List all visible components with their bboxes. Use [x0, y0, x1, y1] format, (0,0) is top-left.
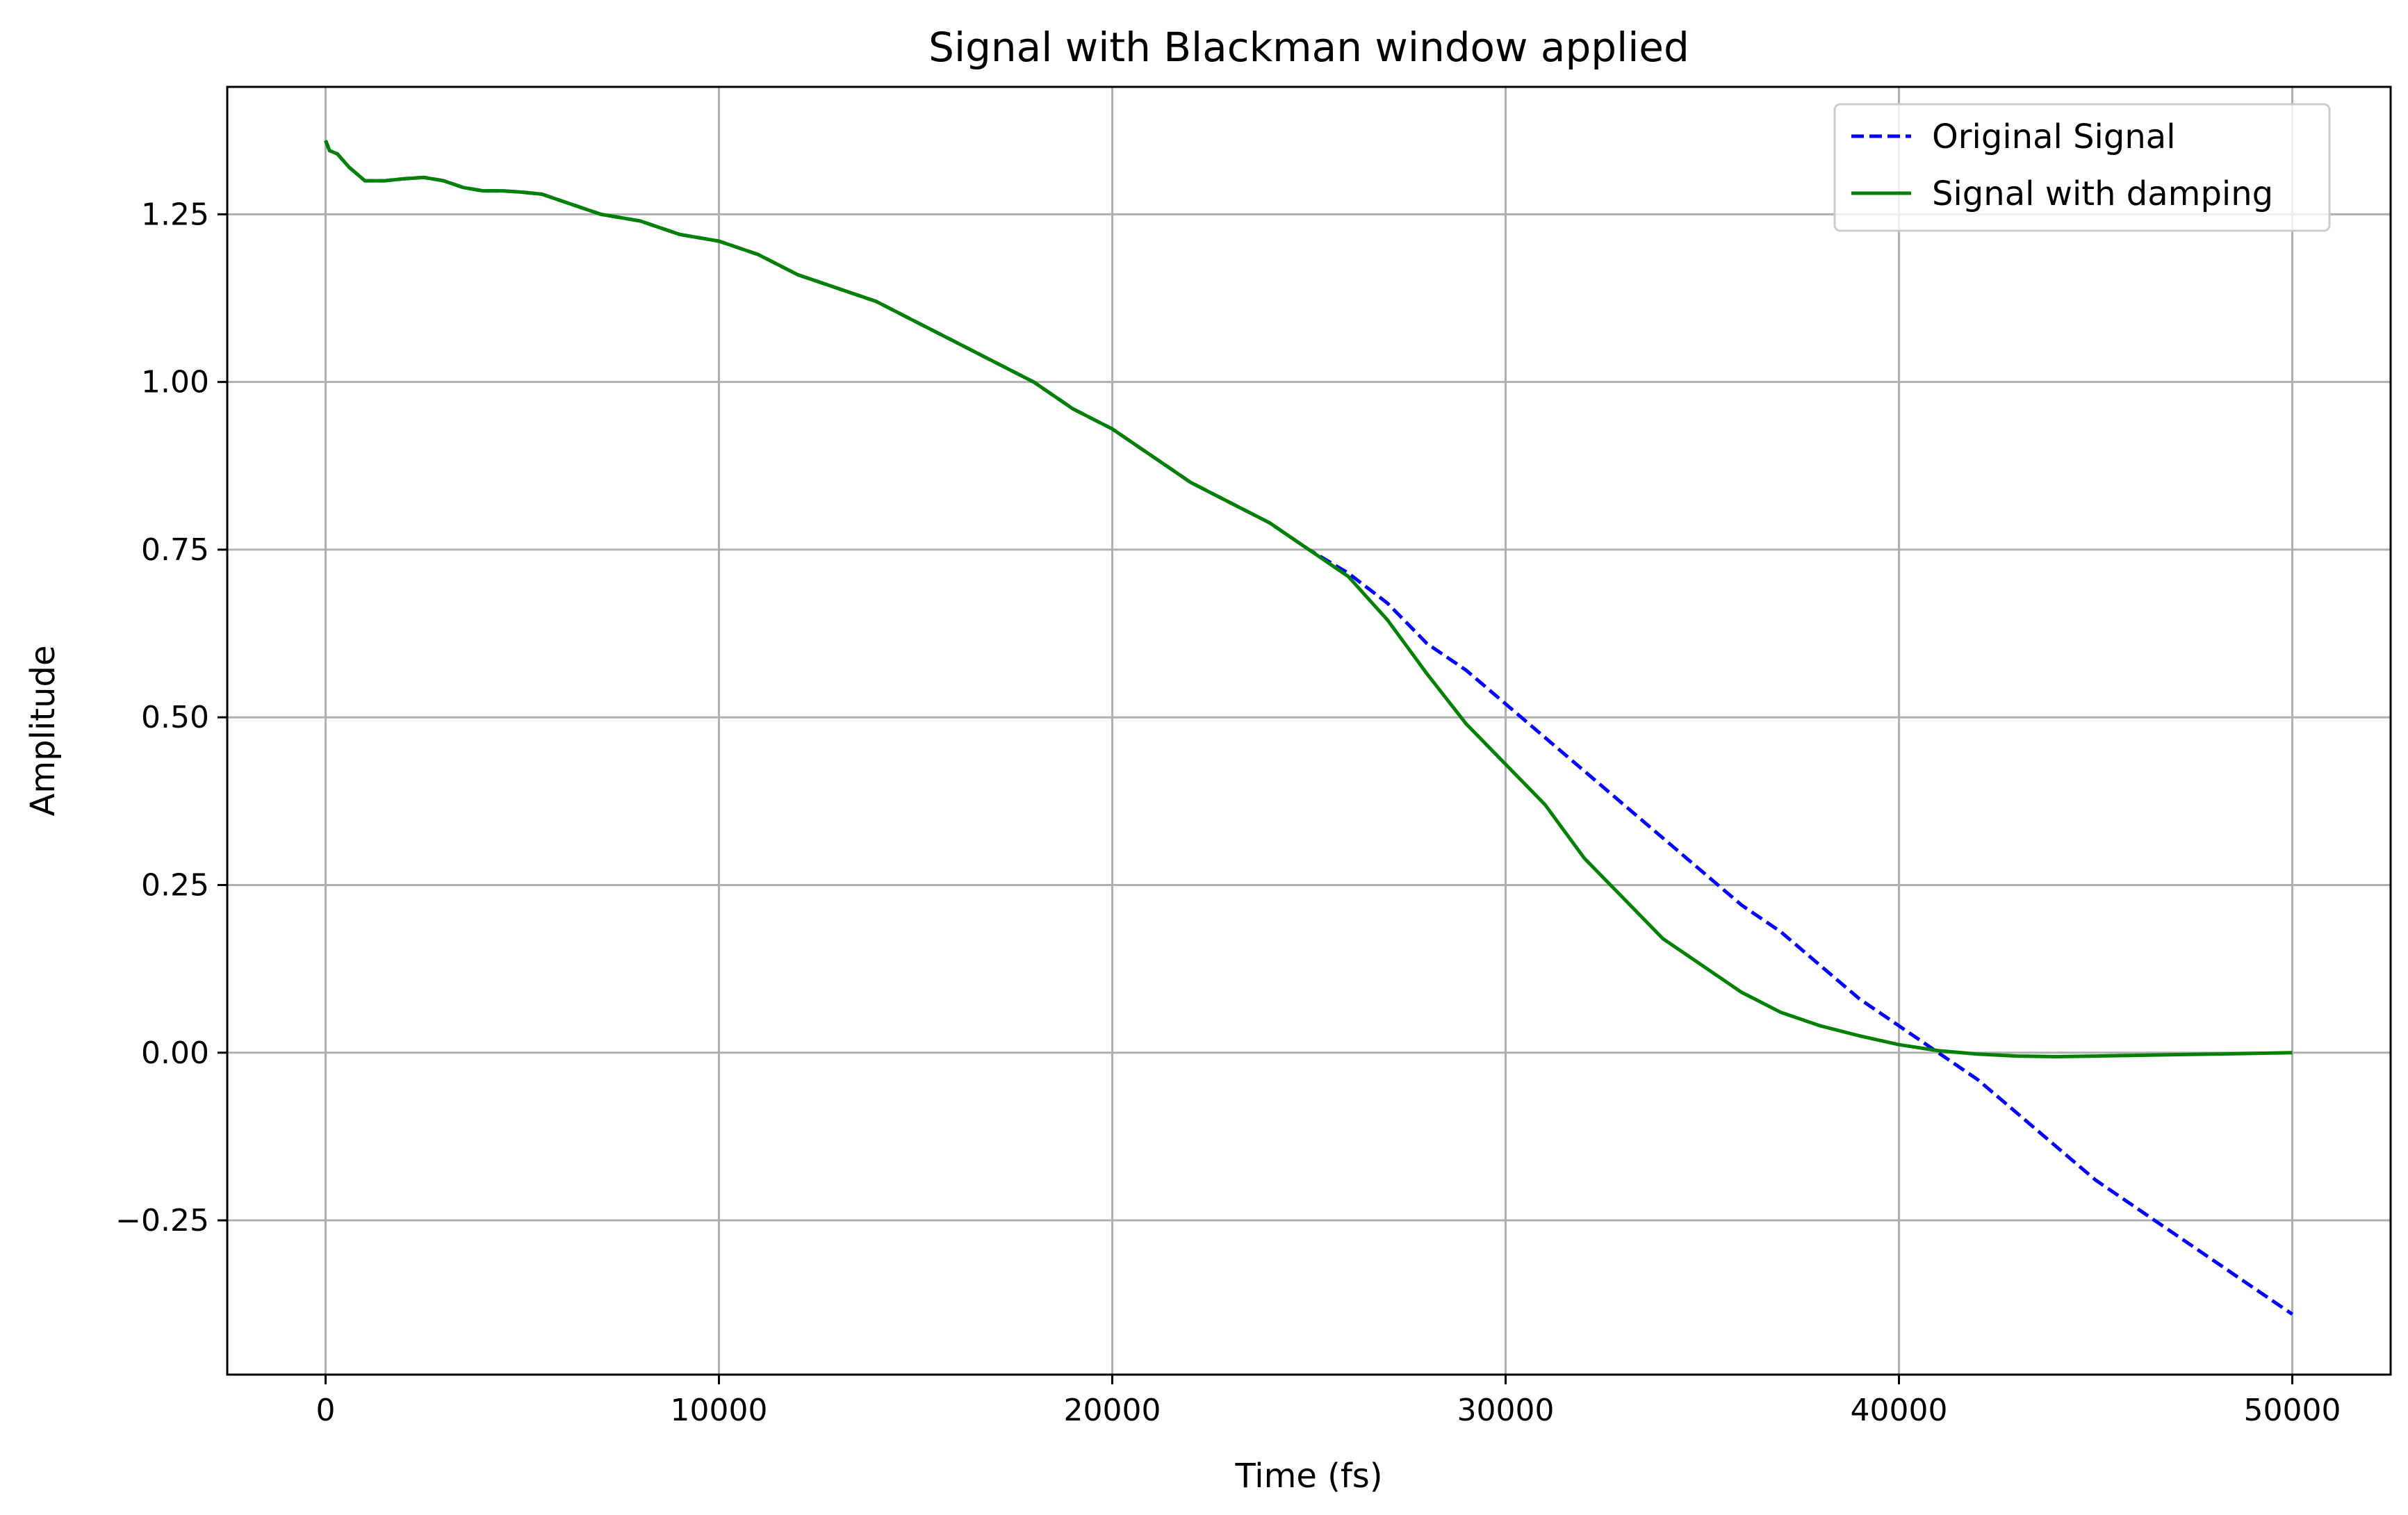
legend-box — [1833, 103, 2331, 232]
y-tick-label: 0.75 — [141, 532, 209, 568]
ticks: 0 10000 20000 30000 40000 50000 −0.25 0.00 0.25 0… — [115, 197, 2341, 1428]
plot-frame — [226, 85, 2392, 1376]
y-tick-label: 0.00 — [141, 1035, 209, 1071]
x-tick-label: 0 — [316, 1393, 336, 1428]
y-tick-label: 1.25 — [141, 197, 209, 232]
x-tick-label: 20000 — [1064, 1393, 1161, 1428]
legend-label-signal-with-damping: Signal with damping — [1932, 174, 2273, 213]
x-tick-label: 30000 — [1457, 1393, 1555, 1428]
legend: Original Signal Signal with damping — [1833, 103, 2331, 232]
y-axis-title: Amplitude — [24, 646, 63, 817]
y-tick-label: −0.25 — [115, 1203, 209, 1238]
y-tick-label: 0.50 — [141, 700, 209, 735]
y-tick-label: 0.25 — [141, 867, 209, 903]
y-tick-label: 1.00 — [141, 365, 209, 400]
x-tick-label: 50000 — [2244, 1393, 2341, 1428]
legend-label-original-signal: Original Signal — [1932, 117, 2176, 156]
x-tick-label: 10000 — [671, 1393, 768, 1428]
chart-title: Signal with Blackman window applied — [928, 24, 1689, 71]
x-axis-title: Time (fs) — [1234, 1457, 1382, 1496]
series-layer — [324, 140, 2293, 1316]
series-line-signal-with-damping — [324, 140, 2293, 1058]
x-tick-label: 40000 — [1851, 1393, 1948, 1428]
